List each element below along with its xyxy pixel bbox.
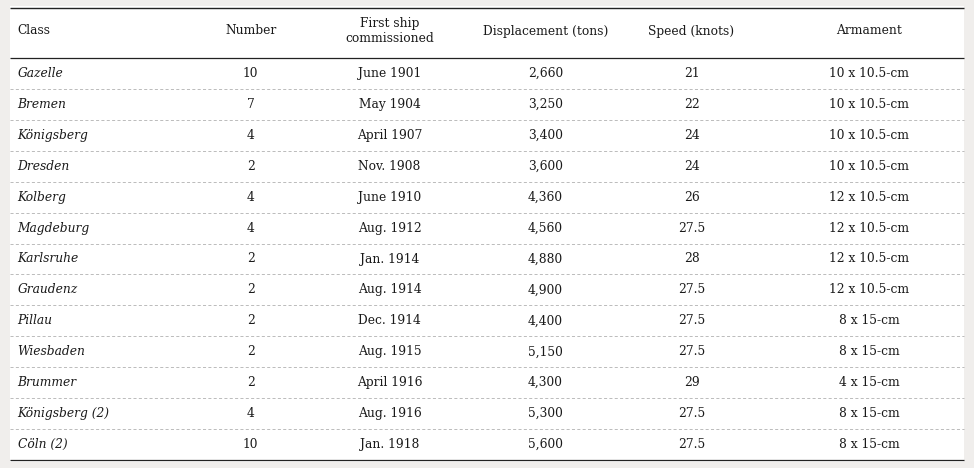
Text: 4,360: 4,360	[528, 190, 563, 204]
Text: 4: 4	[246, 190, 255, 204]
Text: 10: 10	[244, 67, 258, 80]
Text: Displacement (tons): Displacement (tons)	[483, 24, 608, 37]
Text: 4: 4	[246, 407, 255, 420]
Text: 27.5: 27.5	[678, 221, 705, 234]
Text: April 1916: April 1916	[356, 376, 423, 389]
Text: Jan. 1914: Jan. 1914	[360, 253, 419, 265]
Text: Aug. 1914: Aug. 1914	[357, 284, 422, 296]
FancyBboxPatch shape	[10, 6, 964, 462]
Text: Wiesbaden: Wiesbaden	[18, 345, 86, 358]
Text: 5,300: 5,300	[528, 407, 563, 420]
Text: Number: Number	[225, 24, 277, 37]
Text: Graudenz: Graudenz	[18, 284, 78, 296]
Text: First ship
commissioned: First ship commissioned	[345, 17, 434, 45]
Text: 2: 2	[246, 345, 255, 358]
Text: 3,400: 3,400	[528, 129, 563, 142]
Text: 2: 2	[246, 284, 255, 296]
Text: 4,560: 4,560	[528, 221, 563, 234]
Text: 27.5: 27.5	[678, 438, 705, 451]
Text: 2: 2	[246, 160, 255, 173]
Text: 2,660: 2,660	[528, 67, 563, 80]
Text: Dec. 1914: Dec. 1914	[358, 314, 421, 327]
Text: June 1901: June 1901	[358, 67, 421, 80]
Text: 21: 21	[684, 67, 699, 80]
Text: May 1904: May 1904	[358, 98, 421, 111]
Text: 8 x 15-cm: 8 x 15-cm	[839, 407, 900, 420]
Text: 4 x 15-cm: 4 x 15-cm	[839, 376, 900, 389]
Text: 4,880: 4,880	[528, 253, 563, 265]
Text: 27.5: 27.5	[678, 284, 705, 296]
Text: 12 x 10.5-cm: 12 x 10.5-cm	[829, 190, 910, 204]
Text: Kolberg: Kolberg	[18, 190, 66, 204]
Text: Aug. 1915: Aug. 1915	[357, 345, 422, 358]
Text: Cöln (2): Cöln (2)	[18, 438, 67, 451]
Text: April 1907: April 1907	[356, 129, 423, 142]
Text: 3,600: 3,600	[528, 160, 563, 173]
Text: 8 x 15-cm: 8 x 15-cm	[839, 438, 900, 451]
Text: 10 x 10.5-cm: 10 x 10.5-cm	[829, 98, 910, 111]
Text: 26: 26	[684, 190, 699, 204]
Text: 5,150: 5,150	[528, 345, 563, 358]
Text: 27.5: 27.5	[678, 314, 705, 327]
Text: 4: 4	[246, 221, 255, 234]
Text: June 1910: June 1910	[358, 190, 421, 204]
Text: Aug. 1916: Aug. 1916	[357, 407, 422, 420]
Text: Karlsruhe: Karlsruhe	[18, 253, 79, 265]
Text: Gazelle: Gazelle	[18, 67, 63, 80]
Text: 27.5: 27.5	[678, 407, 705, 420]
Text: Magdeburg: Magdeburg	[18, 221, 90, 234]
Text: 24: 24	[684, 129, 699, 142]
Text: 5,600: 5,600	[528, 438, 563, 451]
Text: Nov. 1908: Nov. 1908	[358, 160, 421, 173]
Text: 2: 2	[246, 376, 255, 389]
Text: 28: 28	[684, 253, 699, 265]
Text: Jan. 1918: Jan. 1918	[360, 438, 419, 451]
Text: 10: 10	[244, 438, 258, 451]
Text: 27.5: 27.5	[678, 345, 705, 358]
Text: 2: 2	[246, 253, 255, 265]
Text: 22: 22	[684, 98, 699, 111]
Text: 4,400: 4,400	[528, 314, 563, 327]
Text: 10 x 10.5-cm: 10 x 10.5-cm	[829, 67, 910, 80]
Text: 12 x 10.5-cm: 12 x 10.5-cm	[829, 221, 910, 234]
Text: 3,250: 3,250	[528, 98, 563, 111]
Text: Pillau: Pillau	[18, 314, 53, 327]
Text: Class: Class	[18, 24, 51, 37]
Text: 4: 4	[246, 129, 255, 142]
Text: 4,900: 4,900	[528, 284, 563, 296]
Text: Speed (knots): Speed (knots)	[649, 24, 734, 37]
Text: Brummer: Brummer	[18, 376, 77, 389]
Text: 10 x 10.5-cm: 10 x 10.5-cm	[829, 129, 910, 142]
Text: 7: 7	[247, 98, 254, 111]
Text: 4,300: 4,300	[528, 376, 563, 389]
Text: Königsberg: Königsberg	[18, 129, 89, 142]
Text: 29: 29	[684, 376, 699, 389]
Text: 8 x 15-cm: 8 x 15-cm	[839, 314, 900, 327]
Text: Aug. 1912: Aug. 1912	[357, 221, 422, 234]
Text: Dresden: Dresden	[18, 160, 70, 173]
Text: 12 x 10.5-cm: 12 x 10.5-cm	[829, 253, 910, 265]
Text: Armament: Armament	[837, 24, 902, 37]
Text: 2: 2	[246, 314, 255, 327]
Text: 12 x 10.5-cm: 12 x 10.5-cm	[829, 284, 910, 296]
Text: Königsberg (2): Königsberg (2)	[18, 407, 109, 420]
Text: 10 x 10.5-cm: 10 x 10.5-cm	[829, 160, 910, 173]
Text: Bremen: Bremen	[18, 98, 66, 111]
Text: 8 x 15-cm: 8 x 15-cm	[839, 345, 900, 358]
Text: 24: 24	[684, 160, 699, 173]
